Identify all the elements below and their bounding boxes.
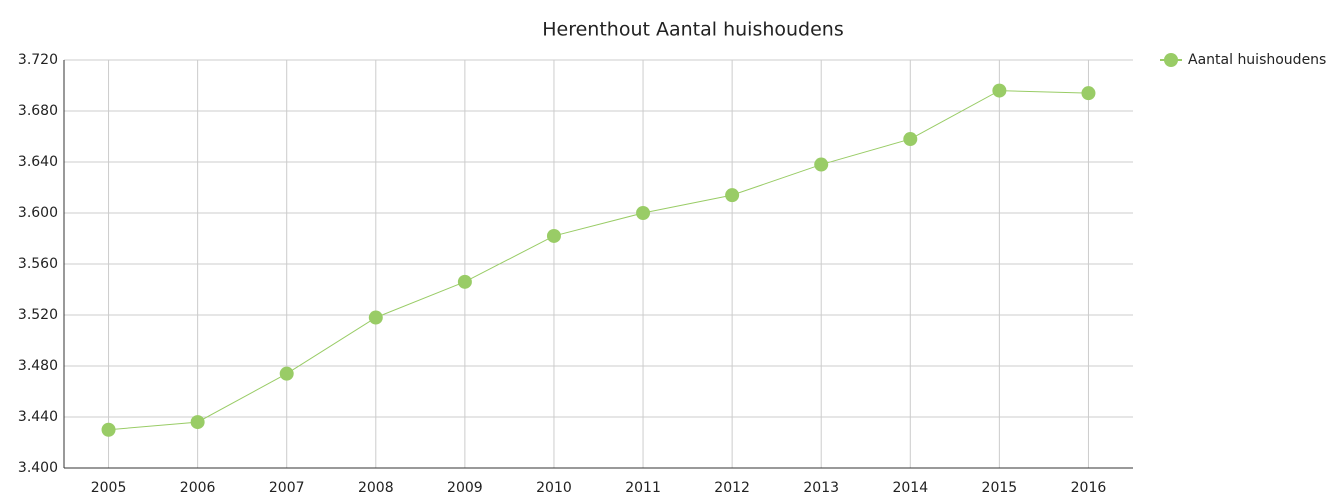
y-tick-label: 3.400 xyxy=(18,460,58,476)
y-tick-label: 3.640 xyxy=(18,154,58,170)
x-tick-label: 2012 xyxy=(714,480,750,496)
y-tick-label: 3.440 xyxy=(18,409,58,425)
legend-label: Aantal huishoudens xyxy=(1188,52,1326,68)
legend-marker xyxy=(1164,53,1178,67)
point xyxy=(101,422,116,437)
x-tick-label: 2006 xyxy=(180,480,216,496)
point xyxy=(457,274,472,289)
point xyxy=(190,415,205,430)
chart-title: Herenthout Aantal huishoudens xyxy=(542,19,844,41)
point xyxy=(903,132,918,147)
x-tick-label: 2011 xyxy=(625,480,661,496)
y-tick-label: 3.520 xyxy=(18,307,58,323)
y-tick-label: 3.560 xyxy=(18,256,58,272)
y-tick-label: 3.600 xyxy=(18,205,58,221)
x-tick-label: 2005 xyxy=(91,480,127,496)
x-tick-label: 2008 xyxy=(358,480,394,496)
y-tick-label: 3.680 xyxy=(18,103,58,119)
point xyxy=(636,206,651,220)
point xyxy=(368,310,383,325)
series-line xyxy=(108,90,1089,431)
point xyxy=(279,366,294,381)
point xyxy=(814,157,829,172)
x-tick-label: 2009 xyxy=(447,480,483,496)
point xyxy=(546,228,561,243)
y-tick-label: 3.720 xyxy=(18,52,58,68)
point xyxy=(725,188,740,203)
y-tick-label: 3.480 xyxy=(18,358,58,374)
x-tick-label: 2007 xyxy=(269,480,305,496)
point xyxy=(1081,86,1096,101)
x-tick-label: 2015 xyxy=(982,480,1018,496)
point xyxy=(992,83,1007,98)
x-tick-label: 2016 xyxy=(1071,480,1107,496)
x-tick-label: 2014 xyxy=(892,480,928,496)
x-tick-label: 2013 xyxy=(803,480,839,496)
x-tick-label: 2010 xyxy=(536,480,572,496)
